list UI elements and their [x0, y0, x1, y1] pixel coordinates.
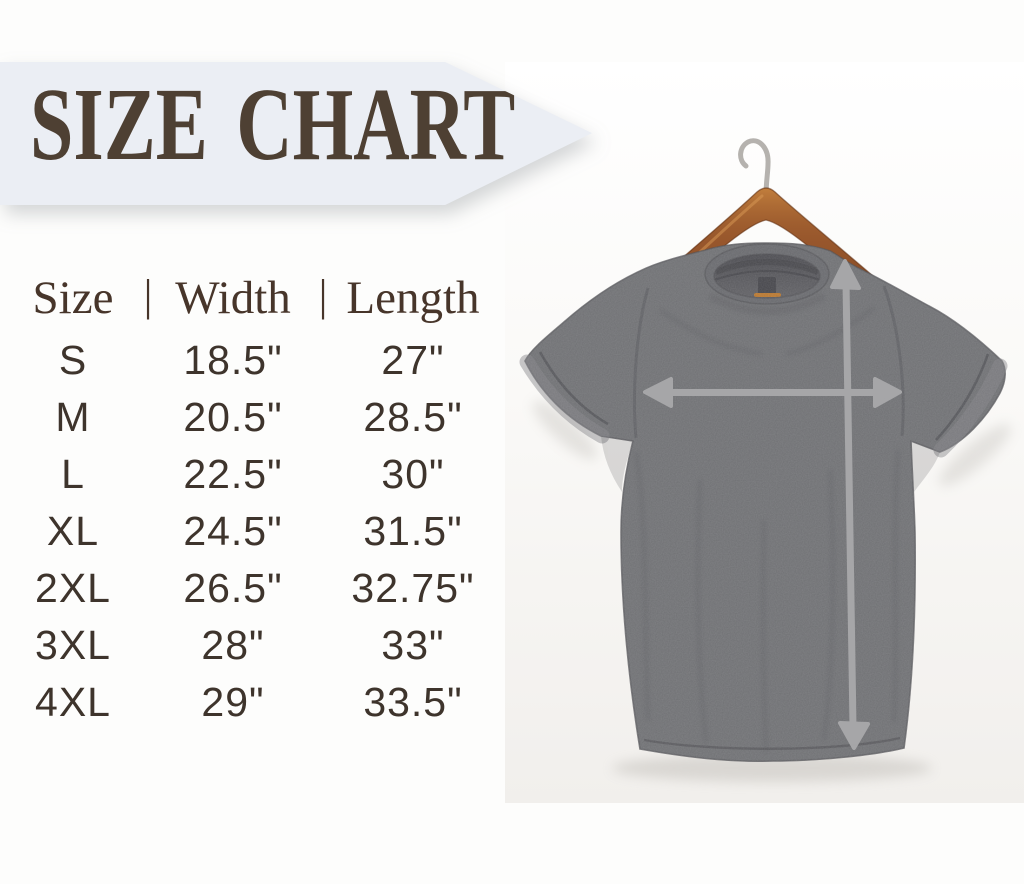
- length-cell: 31.5": [363, 508, 463, 554]
- width-cell: 18.5": [183, 337, 283, 383]
- t-shirt: [519, 242, 1008, 763]
- width-cell: 24.5": [183, 508, 283, 554]
- column-header-width: Width: [175, 271, 291, 324]
- size-cell: XL: [46, 508, 100, 554]
- width-cell: 26.5": [183, 565, 283, 611]
- length-cell: 32.75": [351, 565, 475, 611]
- header-separator: |: [143, 271, 153, 320]
- width-cell: 28": [201, 622, 265, 668]
- table-row: 2XL 26.5" 32.75": [8, 560, 488, 617]
- size-cell: S: [58, 337, 88, 383]
- table-row: 4XL 29" 33.5": [8, 674, 488, 731]
- length-cell: 30": [381, 451, 445, 497]
- width-cell: 22.5": [183, 451, 283, 497]
- size-cell: 2XL: [35, 565, 111, 611]
- width-cell: 29": [201, 679, 265, 725]
- header-separator: |: [318, 271, 328, 320]
- size-cell: 4XL: [35, 679, 111, 725]
- size-cell: L: [61, 451, 85, 497]
- size-cell: 3XL: [35, 622, 111, 668]
- table-row: XL 24.5" 31.5": [8, 503, 488, 560]
- width-cell: 20.5": [183, 394, 283, 440]
- table-row: M 20.5" 28.5": [8, 389, 488, 446]
- column-header-length: Length: [346, 271, 480, 324]
- length-arrow: [830, 259, 870, 750]
- measurement-arrows: [643, 259, 902, 750]
- table-row: L 22.5" 30": [8, 446, 488, 503]
- table-row: 3XL 28" 33": [8, 617, 488, 674]
- length-cell: 33": [381, 622, 445, 668]
- size-table: Size | Width | Length S 18.5" 27" M 20.5…: [8, 270, 488, 731]
- table-header-row: Size | Width | Length: [8, 270, 488, 324]
- length-cell: 33.5": [363, 679, 463, 725]
- title-banner-wrap: SIZE CHART: [0, 62, 592, 205]
- page-title: SIZE CHART: [30, 67, 516, 182]
- length-cell: 28.5": [363, 394, 463, 440]
- column-header-size: Size: [32, 271, 114, 324]
- table-row: S 18.5" 27": [8, 332, 488, 389]
- photo-shadows: [532, 400, 1012, 782]
- title-banner: SIZE CHART: [0, 62, 592, 205]
- length-cell: 27": [381, 337, 445, 383]
- underarm-shadows: [601, 436, 940, 492]
- hanger-hook-icon: [738, 138, 771, 199]
- size-cell: M: [55, 394, 91, 440]
